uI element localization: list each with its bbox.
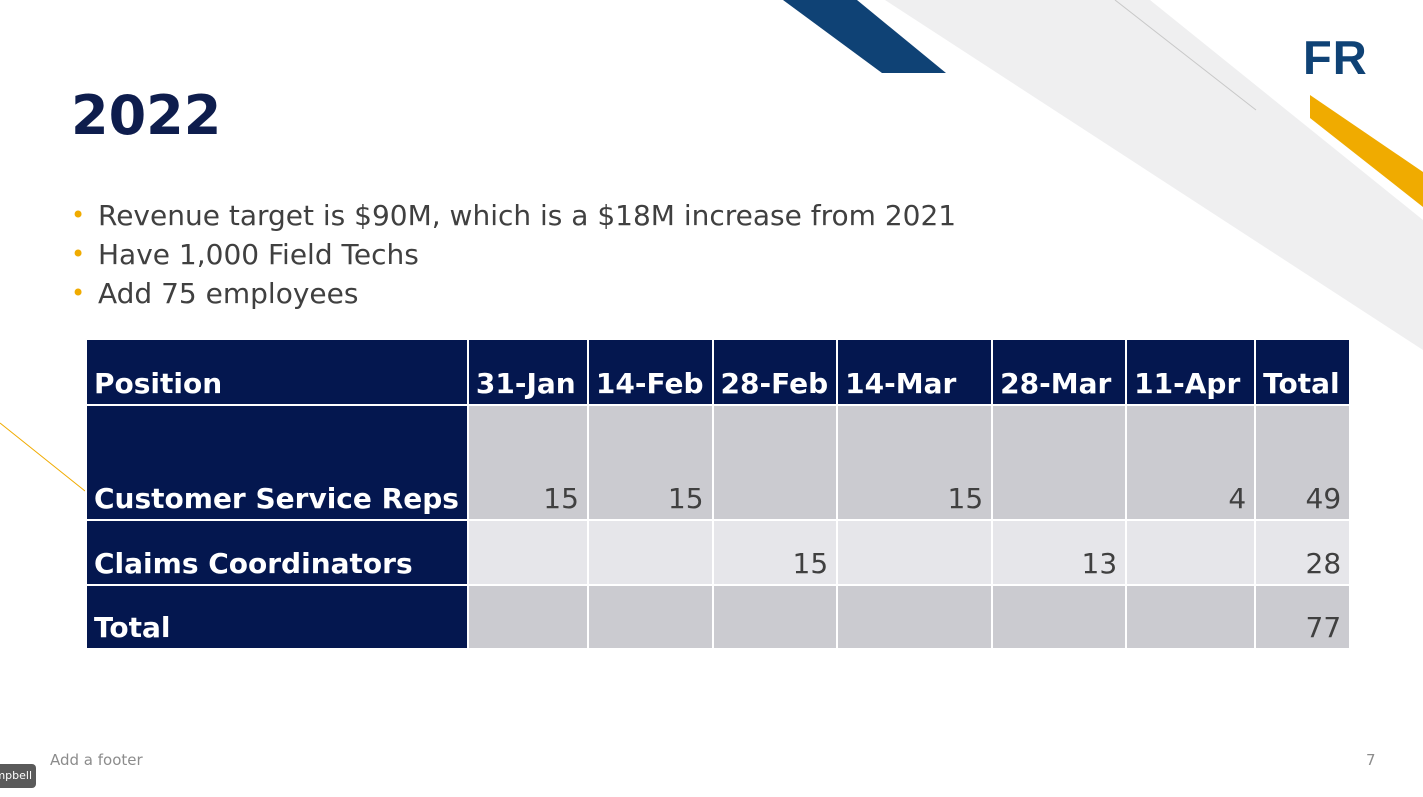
thin-gray-line <box>1114 0 1257 111</box>
table-cell: 13 <box>991 519 1128 586</box>
table-row: Customer Service Reps 15 15 15 4 49 <box>85 404 1352 521</box>
navy-stripe <box>783 0 946 73</box>
row-label: Claims Coordinators <box>85 519 469 586</box>
table-cell <box>836 519 994 586</box>
page-number: 7 <box>1366 751 1376 769</box>
bullet-item: • Revenue target is $90M, which is a $18… <box>71 196 956 235</box>
table-cell <box>466 519 589 586</box>
column-header: 14-Feb <box>586 338 714 406</box>
table-cell: 4 <box>1125 404 1257 521</box>
table-cell <box>711 584 839 650</box>
bullet-item: • Add 75 employees <box>71 274 956 313</box>
footer-placeholder[interactable]: Add a footer <box>50 751 143 769</box>
hiring-schedule-table: Position 31-Jan 14-Feb 28-Feb 14-Mar 28-… <box>85 338 1352 650</box>
table-cell: 15 <box>836 404 994 521</box>
column-header: 28-Mar <box>991 338 1128 406</box>
table-cell: 49 <box>1254 404 1352 521</box>
table-cell <box>586 519 714 586</box>
table-row: Claims Coordinators 15 13 28 <box>85 519 1352 586</box>
table-header-row: Position 31-Jan 14-Feb 28-Feb 14-Mar 28-… <box>85 338 1352 406</box>
table-cell: 28 <box>1254 519 1352 586</box>
table-cell <box>836 584 994 650</box>
light-gray-stripe <box>885 0 1423 350</box>
table-cell <box>711 404 839 521</box>
column-header: 11-Apr <box>1125 338 1257 406</box>
gold-thin-line <box>0 422 86 492</box>
table-cell <box>1125 584 1257 650</box>
table-cell <box>1125 519 1257 586</box>
bullet-dot-icon: • <box>71 201 86 229</box>
table-cell: 15 <box>466 404 589 521</box>
table-cell <box>991 584 1128 650</box>
table-row: Total 77 <box>85 584 1352 650</box>
bullet-text: Add 75 employees <box>98 277 359 310</box>
slide-title: 2022 <box>71 84 222 147</box>
bullet-text: Revenue target is $90M, which is a $18M … <box>98 199 957 232</box>
column-header: Total <box>1254 338 1352 406</box>
column-header: 28-Feb <box>711 338 839 406</box>
table-cell <box>991 404 1128 521</box>
column-header: Position <box>85 338 469 406</box>
column-header: 14-Mar <box>836 338 994 406</box>
bullet-item: • Have 1,000 Field Techs <box>71 235 956 274</box>
column-header: 31-Jan <box>466 338 589 406</box>
table-cell: 15 <box>586 404 714 521</box>
row-label: Customer Service Reps <box>85 404 469 521</box>
table-cell: 15 <box>711 519 839 586</box>
bullet-text: Have 1,000 Field Techs <box>98 238 419 271</box>
row-label: Total <box>85 584 469 650</box>
bullet-dot-icon: • <box>71 279 86 307</box>
gold-stripe <box>1310 95 1423 207</box>
table-cell <box>586 584 714 650</box>
bullet-list: • Revenue target is $90M, which is a $18… <box>71 196 956 313</box>
company-logo: FR <box>1303 31 1368 84</box>
table-cell: 77 <box>1254 584 1352 650</box>
presenter-name-tag: mpbell <box>0 764 36 788</box>
bullet-dot-icon: • <box>71 240 86 268</box>
table-cell <box>466 584 589 650</box>
